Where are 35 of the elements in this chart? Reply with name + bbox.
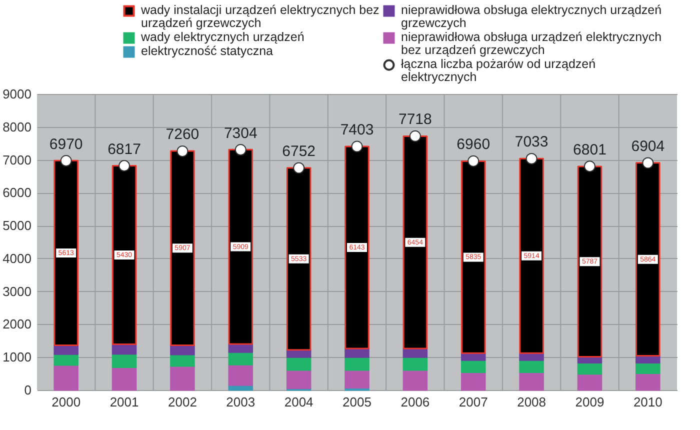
- x-tick-label: 2001: [110, 394, 139, 410]
- x-tick-label: 2008: [517, 394, 546, 410]
- x-tick-label: 2003: [226, 394, 256, 410]
- legend-label: łączna liczba pożarów od urządzeń elektrycznych: [401, 57, 596, 84]
- x-tick-label: 2000: [52, 394, 81, 410]
- data-label: 7260: [166, 126, 200, 144]
- y-tick-label: 9000: [2, 86, 32, 102]
- y-tick-label: 1000: [2, 350, 32, 365]
- data-label: 6752: [282, 142, 316, 160]
- y-tick-label: 2000: [2, 316, 32, 332]
- legend-label: elektryczność statyczna: [141, 44, 274, 58]
- x-tick-label: 2010: [633, 394, 662, 410]
- x-tick-label: 2006: [400, 394, 430, 410]
- data-label: 7033: [514, 134, 548, 151]
- y-tick-label: 3000: [2, 284, 32, 299]
- x-tick-label: 2002: [168, 394, 197, 410]
- data-label: 7304: [224, 124, 258, 142]
- data-label: 6817: [108, 140, 141, 158]
- y-tick-label: 8000: [2, 119, 32, 134]
- y-tick-label: 6000: [2, 185, 32, 200]
- legend-label: wady elektrycznych urządzeń: [140, 30, 304, 44]
- data-label: 7403: [340, 122, 374, 139]
- y-tick-label: 4000: [2, 250, 32, 266]
- y-tick-label: 0: [24, 382, 32, 398]
- x-tick-label: 2009: [575, 394, 604, 410]
- x-tick-label: 2004: [284, 394, 314, 410]
- x-tick-label: 2005: [342, 394, 372, 410]
- y-tick-label: 7000: [2, 152, 32, 168]
- data-label: 7718: [398, 111, 432, 128]
- data-label: 6970: [49, 136, 83, 153]
- y-tick-label: 5000: [2, 218, 32, 234]
- x-tick-label: 2007: [458, 394, 488, 410]
- data-label: 6904: [631, 138, 665, 155]
- data-label: 6801: [573, 141, 606, 158]
- data-label: 6960: [456, 136, 490, 154]
